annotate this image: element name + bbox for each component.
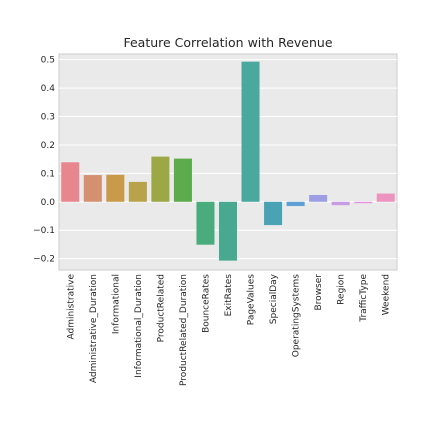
bar-productrelated (151, 156, 170, 202)
y-axis-ticks: −0.2 −0.1 0.0 0.1 0.2 0.3 0.4 0.5 (33, 56, 55, 265)
x-tick-label: ProductRelated_Duration (179, 274, 189, 386)
bar-administrative-duration (83, 175, 102, 202)
x-tick-label: Weekend (382, 274, 392, 315)
bars (61, 61, 395, 261)
bar-region (331, 201, 350, 206)
bar-operatingsystems (286, 201, 305, 207)
bar-weekend (376, 193, 395, 202)
x-tick-label: Browser (314, 274, 324, 311)
bar-exitrates (218, 201, 238, 261)
x-tick-label: SpecialDay (269, 273, 279, 324)
bar-specialday (264, 201, 283, 226)
x-tick-label: OperatingSystems (292, 274, 302, 358)
bar-informational (106, 174, 125, 202)
x-tick-label: ExitRates (224, 274, 234, 317)
x-tick-label: Region (337, 274, 347, 305)
x-tick-label: Informational (111, 274, 121, 334)
bar-traffictype (354, 201, 373, 204)
bar-productrelated-duration (173, 158, 192, 202)
x-tick-label: Administrative_Duration (89, 274, 99, 383)
y-tick-label: 0.3 (41, 113, 55, 123)
y-tick-label: −0.1 (33, 226, 55, 236)
bar-browser (309, 194, 328, 202)
x-tick-label: TrafficType (359, 274, 369, 323)
y-tick-label: 0.2 (41, 141, 55, 151)
bar-administrative (61, 162, 80, 202)
y-tick-label: 0.5 (41, 56, 55, 66)
x-axis-ticks: Administrative Administrative_Duration Inf… (66, 273, 391, 386)
y-tick-label: −0.2 (33, 255, 55, 265)
y-tick-label: 0.4 (41, 84, 56, 94)
bar-pagevalues (241, 61, 260, 202)
y-tick-label: 0.0 (41, 198, 56, 208)
x-tick-label: PageValues (247, 274, 257, 326)
x-tick-label: Administrative (66, 274, 76, 340)
x-tick-label: BounceRates (201, 274, 211, 333)
bar-informational-duration (128, 181, 147, 202)
chart-title: Feature Correlation with Revenue (123, 35, 332, 50)
y-tick-label: 0.1 (41, 169, 55, 179)
x-tick-label: ProductRelated (156, 274, 166, 342)
x-tick-label: Informational_Duration (134, 274, 144, 378)
bar-bouncerates (196, 201, 215, 245)
